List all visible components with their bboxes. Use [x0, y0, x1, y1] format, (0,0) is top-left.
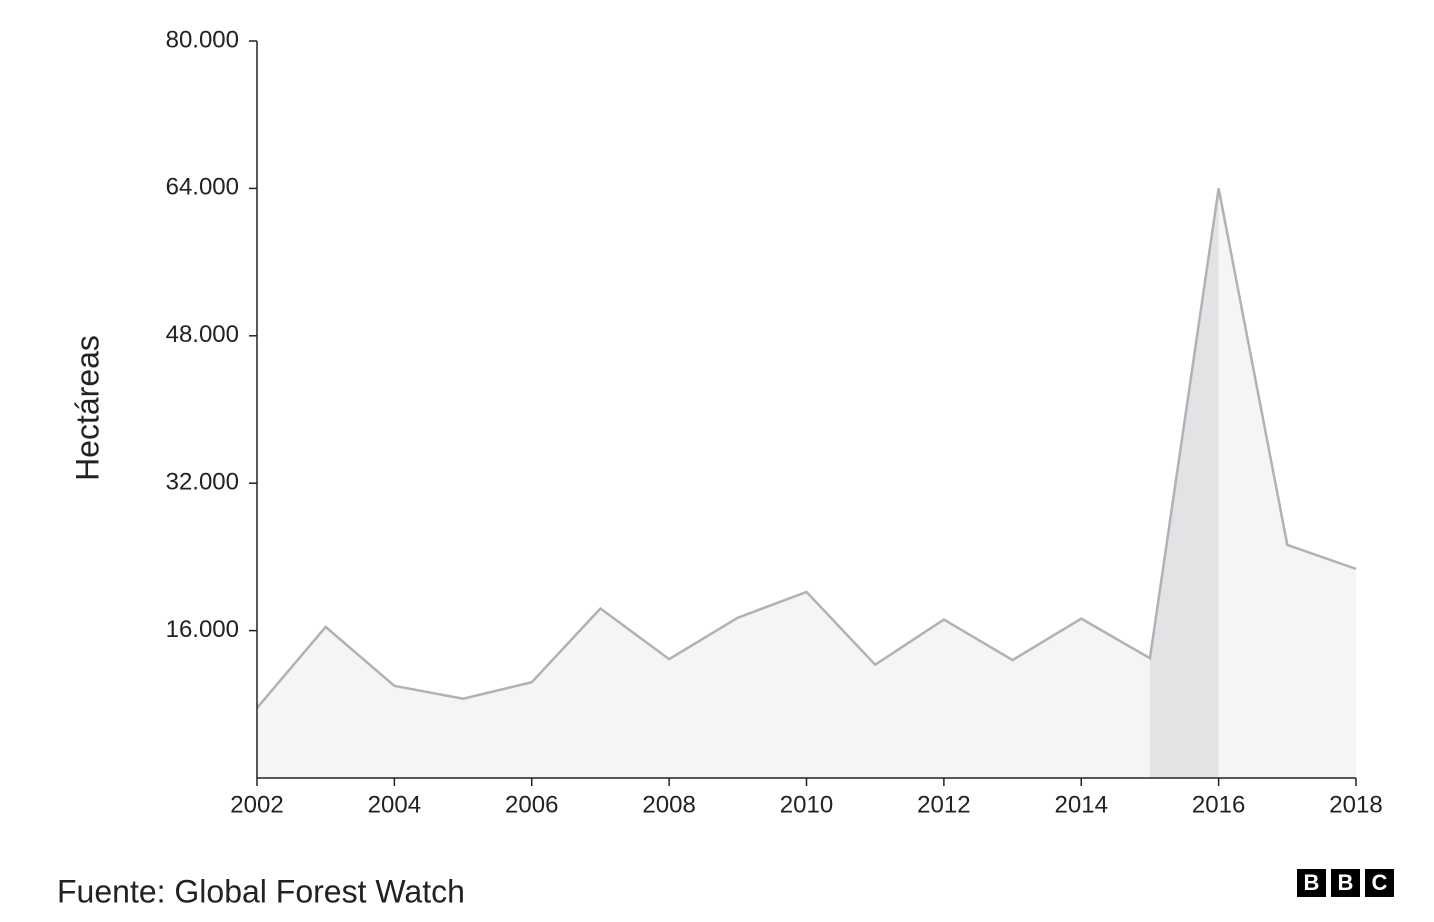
y-tick-label: 64.000 — [166, 174, 239, 201]
logo-letter: B — [1338, 870, 1354, 895]
y-axis-label: Hectáreas — [69, 335, 105, 481]
logo-letter: B — [1304, 870, 1320, 895]
x-tick-label: 2014 — [1055, 791, 1108, 818]
source: Fuente: Global Forest Watch — [57, 873, 465, 909]
logo-box — [1365, 869, 1394, 897]
logo-letter: C — [1372, 870, 1388, 895]
x-tick-label: 2002 — [230, 791, 283, 818]
x-tick-label: 2018 — [1329, 791, 1382, 818]
y-tick-label: 48.000 — [166, 321, 239, 348]
logo-box — [1297, 869, 1326, 897]
y-tick-label: 16.000 — [166, 616, 239, 643]
logo-box — [1331, 869, 1360, 897]
x-tick-label: 2004 — [368, 791, 421, 818]
x-tick-label: 2012 — [917, 791, 970, 818]
y-tick-label: 80.000 — [166, 26, 239, 53]
y-tick-label: 32.000 — [166, 469, 239, 496]
x-tick-label: 2008 — [642, 791, 695, 818]
x-tick-label: 2016 — [1192, 791, 1245, 818]
area — [257, 188, 1356, 778]
x-tick-label: 2006 — [505, 791, 558, 818]
highlight-span — [1149, 188, 1219, 778]
line — [256, 188, 1357, 709]
x-tick-label: 2010 — [780, 791, 833, 818]
